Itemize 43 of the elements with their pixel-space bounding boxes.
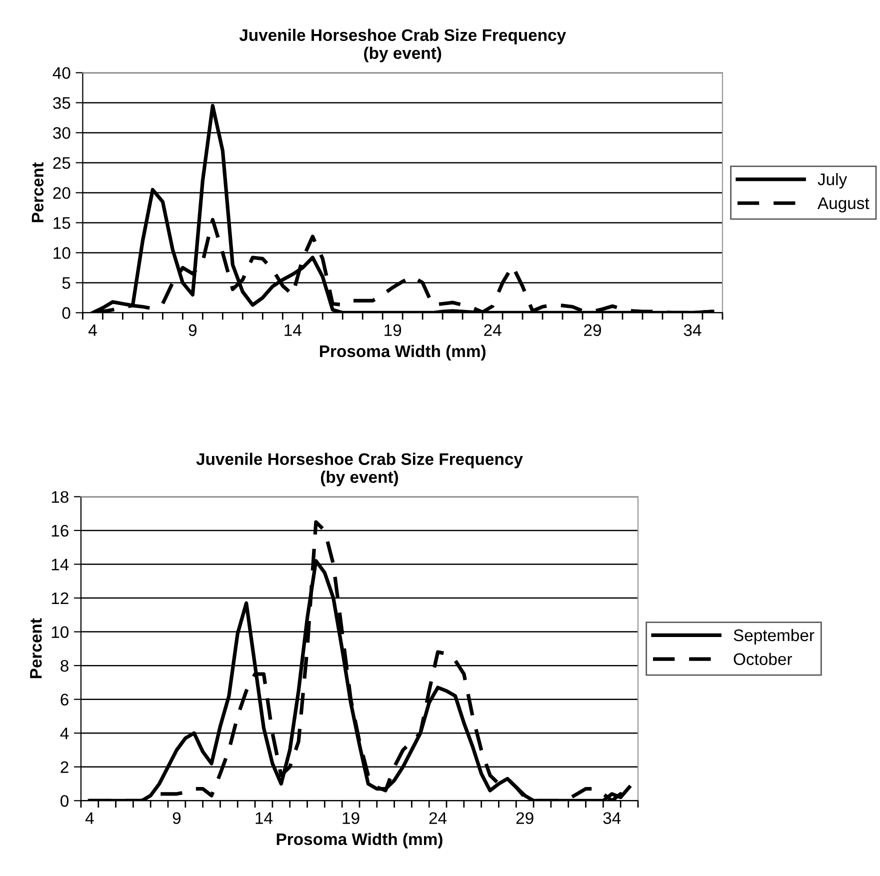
y-tick-label: 12 — [52, 592, 68, 604]
legend-label: October — [734, 652, 792, 666]
y-tick-label: 35 — [53, 97, 70, 109]
y-tick-label: 40 — [52, 67, 70, 79]
y-tick-label: 25 — [53, 157, 70, 169]
x-tick-label: 29 — [516, 812, 534, 824]
x-tick-label: 4 — [85, 812, 94, 824]
legend-label: September — [734, 628, 814, 645]
y-tick-label: 5 — [62, 277, 70, 289]
chart-title: Juvenile Horseshoe Crab Size Frequency (by event) — [196, 452, 523, 486]
y-tick-label: 0 — [62, 307, 70, 319]
y-tick-label: 14 — [52, 558, 69, 570]
x-tick-label: 9 — [188, 324, 197, 336]
x-tick-label: 4 — [88, 324, 97, 336]
y-tick-label: 20 — [53, 187, 70, 199]
y-tick-label: 10 — [52, 626, 69, 638]
x-tick-label: 34 — [684, 324, 702, 336]
x-axis-title: Prosoma Width (mm) — [320, 344, 486, 360]
y-axis-title: Percent — [30, 618, 42, 678]
y-tick-label: 2 — [60, 761, 68, 773]
x-tick-label: 14 — [256, 812, 273, 824]
x-tick-label: 19 — [384, 324, 402, 336]
legend-label: July — [818, 173, 848, 189]
x-tick-label: 14 — [284, 324, 302, 336]
y-tick-label: 6 — [60, 694, 68, 706]
x-tick-label: 19 — [342, 812, 360, 824]
legend-label: August — [818, 198, 870, 212]
x-tick-label: 24 — [484, 324, 502, 336]
x-tick-label: 9 — [172, 812, 181, 824]
y-tick-label: 4 — [60, 728, 69, 740]
y-tick-label: 16 — [52, 524, 68, 537]
y-tick-label: 18 — [52, 491, 68, 503]
y-tick-label: 15 — [54, 217, 70, 229]
y-tick-label: 8 — [60, 660, 68, 672]
y-axis-title: Percent — [32, 162, 44, 222]
y-tick-label: 10 — [54, 247, 70, 259]
x-tick-label: 24 — [429, 812, 447, 824]
y-tick-label: 0 — [60, 795, 69, 807]
x-tick-label: 29 — [584, 324, 602, 336]
x-tick-label: 34 — [603, 812, 621, 824]
x-axis-title: Prosoma Width (mm) — [276, 832, 442, 848]
y-tick-label: 30 — [53, 127, 70, 139]
chart-title: Juvenile Horseshoe Crab Size Frequency (by event) — [239, 28, 566, 62]
